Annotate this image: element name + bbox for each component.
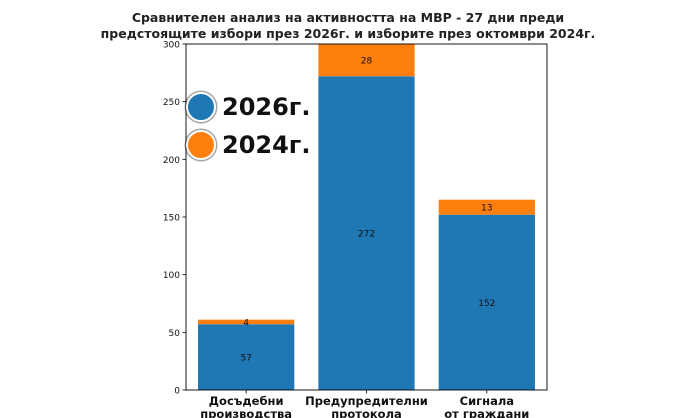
data-label-2026-1: 272	[358, 230, 375, 240]
bar-2024-0	[198, 319, 295, 325]
bar-2024-2	[438, 199, 535, 215]
chart-title-line-1: Сравнителен анализ на активността на МВР…	[131, 10, 565, 25]
bar-2026-0	[198, 324, 295, 390]
x-tick-label-2-1: от граждани	[444, 407, 529, 418]
x-tick-label-1-1: протокола	[331, 407, 402, 418]
y-tick-label-4: 200	[163, 156, 180, 166]
legend-label-2024: 2024г.	[222, 131, 311, 159]
x-tick-label-2-0: Сигнала	[460, 394, 514, 408]
x-tick-label-1-0: Предупредителни	[305, 394, 428, 408]
y-tick-label-1: 50	[169, 329, 181, 339]
y-tick-label-2: 100	[163, 271, 180, 281]
data-label-2026-0: 57	[240, 354, 251, 364]
chart-title-line-2: предстоящите избори през 2026г. и избори…	[100, 26, 596, 41]
x-tick-label-0-0: Досъдебни	[209, 394, 284, 408]
plot-frame	[185, 43, 548, 391]
bar-2026-1	[318, 76, 415, 390]
legend: 2026г. 2024г.	[186, 88, 310, 164]
data-label-2024-1: 28	[361, 57, 373, 67]
data-label-2026-2: 152	[478, 299, 495, 309]
y-tick-label-5: 250	[163, 98, 180, 108]
legend-label-2026: 2026г.	[222, 93, 311, 121]
chart-title: Сравнителен анализ на активността на МВР…	[0, 10, 696, 42]
legend-item-2026: 2026г.	[186, 88, 310, 126]
legend-marker-2026	[186, 92, 216, 122]
legend-marker-2024	[186, 130, 216, 160]
data-label-2024-0: 4	[243, 318, 249, 328]
legend-item-2024: 2024г.	[186, 126, 310, 164]
bar-2024-1	[318, 44, 415, 77]
y-tick-label-6: 300	[163, 41, 180, 51]
y-tick-label-0: 0	[174, 387, 180, 397]
y-tick-label-3: 150	[163, 214, 180, 224]
bar-2026-2	[438, 214, 535, 390]
data-label-2024-2: 13	[481, 204, 492, 214]
x-tick-label-0-1: производства	[200, 407, 292, 418]
